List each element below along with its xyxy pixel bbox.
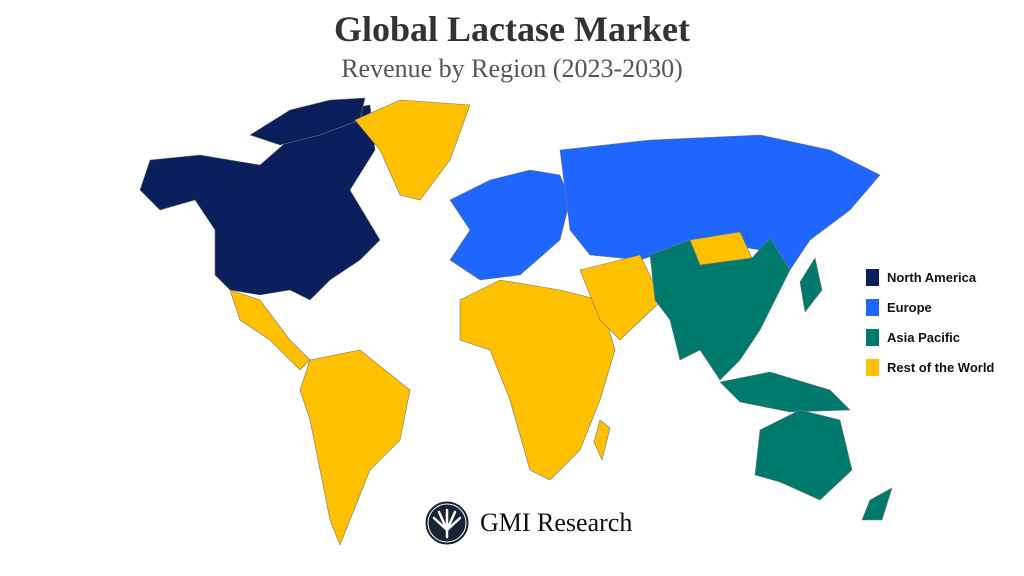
- logo-text: GMI Research: [480, 508, 633, 537]
- region-asia: [649, 237, 791, 381]
- legend-label: Europe: [887, 299, 932, 315]
- region-japan: [799, 257, 823, 313]
- legend-swatch: [866, 298, 879, 316]
- region-africa: [459, 279, 616, 481]
- legend: North America Europe Asia Pacific Rest o…: [866, 262, 994, 382]
- region-central-america: [229, 289, 311, 371]
- region-new-zealand: [861, 487, 893, 521]
- legend-swatch: [866, 268, 879, 286]
- gmi-emblem-icon: [424, 500, 470, 546]
- legend-item-rest-of-world: Rest of the World: [866, 352, 994, 382]
- region-greenland: [354, 99, 471, 201]
- legend-item-north-america: North America: [866, 262, 994, 292]
- legend-label: Rest of the World: [887, 359, 995, 375]
- legend-label: North America: [887, 269, 977, 285]
- region-se-asia-islands: [719, 371, 851, 413]
- gmi-logo: GMI Research: [424, 500, 632, 546]
- legend-label: Asia Pacific: [887, 329, 960, 345]
- region-europe: [449, 169, 571, 281]
- chart-subtitle: Revenue by Region (2023-2030): [341, 54, 683, 83]
- legend-item-asia-pacific: Asia Pacific: [866, 322, 994, 352]
- region-australia: [754, 409, 853, 501]
- region-middle-east: [579, 254, 663, 341]
- region-north-america-arctic: [249, 97, 366, 146]
- legend-item-europe: Europe: [866, 292, 994, 322]
- region-russia: [559, 134, 881, 271]
- legend-swatch: [866, 328, 879, 346]
- legend-swatch: [866, 358, 879, 376]
- region-madagascar: [593, 419, 611, 461]
- region-south-america: [299, 349, 411, 546]
- chart-title: Global Lactase Market: [334, 9, 690, 49]
